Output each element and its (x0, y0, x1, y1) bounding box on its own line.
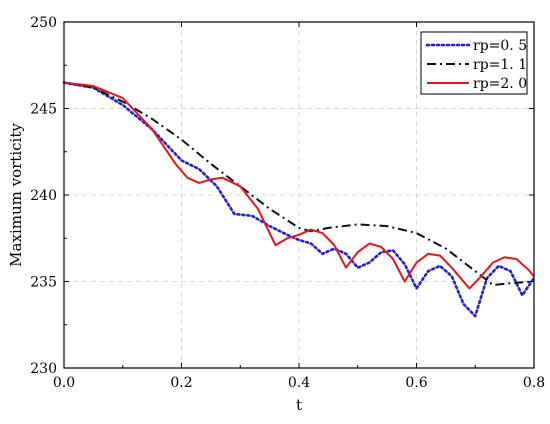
y-tick-label: 230 (30, 361, 57, 377)
x-tick-label: 0.8 (523, 375, 545, 391)
series-line-rp-2-0 (63, 81, 535, 290)
x-tick-label: 0.6 (405, 375, 427, 391)
x-tick-label: 0.2 (170, 375, 192, 391)
y-axis-label: Maximum vorticity (7, 123, 25, 267)
legend-entry-label: rp=2. 0 (473, 76, 527, 92)
legend-entry-label: rp=1. 1 (473, 57, 527, 73)
x-tick-label: 0.4 (288, 375, 310, 391)
y-tick-label: 240 (30, 188, 57, 204)
series-lines (62, 81, 536, 318)
y-tick-label: 235 (30, 275, 57, 291)
y-tick-label: 250 (30, 15, 57, 31)
x-tick-label: 0.0 (53, 375, 75, 391)
x-axis-label: t (296, 396, 302, 414)
axis-ticks: 0.0 0.2 0.4 0.6 0.8 230 235 240 245 250 (30, 15, 545, 391)
series-line-rp-1-1 (63, 81, 535, 286)
legend: rp=0. 5 rp=1. 1 rp=2. 0 (420, 31, 528, 95)
legend-entry-label: rp=0. 5 (473, 38, 527, 54)
grid-lines (64, 22, 534, 368)
y-tick-label: 245 (30, 102, 57, 118)
